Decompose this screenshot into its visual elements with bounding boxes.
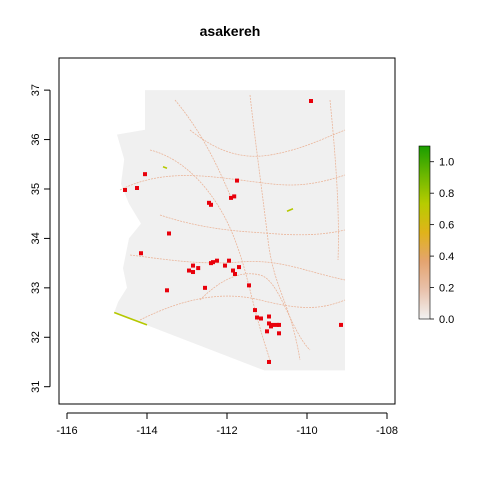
occurrence-point-32 — [271, 322, 275, 327]
road-line-6 — [329, 99, 339, 261]
occurrence-point-26 — [253, 308, 257, 313]
occurrence-point-23 — [237, 265, 241, 270]
occurrence-point-8 — [232, 194, 237, 199]
occurrence-point-9 — [229, 195, 233, 200]
road-line-8 — [189, 129, 346, 157]
color-legend: 0.0 0.2 0.4 0.6 0.8 1.0 — [418, 145, 454, 326]
y-tick-label: 36 — [30, 133, 42, 145]
occurrence-point-24 — [247, 283, 251, 288]
occurrence-point-0 — [309, 99, 313, 104]
road-network — [119, 94, 346, 361]
occurrence-point-27 — [255, 315, 259, 320]
occurrence-point-34 — [277, 322, 281, 327]
legend-colorbar — [418, 145, 431, 320]
occurrence-point-36 — [277, 331, 281, 336]
y-tick-label: 34 — [30, 232, 42, 244]
road-line-9 — [199, 273, 311, 351]
occurrence-points — [123, 99, 343, 364]
occurrence-point-29 — [267, 314, 271, 319]
occurrence-point-25 — [203, 285, 207, 290]
occurrence-point-17 — [211, 260, 215, 265]
occurrence-point-11 — [165, 288, 169, 293]
occurrence-point-4 — [167, 231, 171, 236]
high-value-segment-1 — [286, 208, 294, 212]
y-axis: 31 32 33 34 35 36 37 — [30, 84, 51, 393]
plot-frame — [58, 57, 396, 405]
high-value-segment-0 — [113, 311, 148, 326]
legend-tick-label: 0.6 — [439, 220, 454, 232]
occurrence-point-12 — [191, 263, 195, 268]
occurrence-point-15 — [191, 270, 195, 275]
occurrence-point-38 — [267, 359, 271, 364]
x-tick-label: -114 — [136, 425, 157, 437]
x-tick-label: -112 — [216, 425, 237, 437]
state-shape — [114, 90, 345, 371]
legend-tick-label: 0.2 — [439, 283, 454, 295]
occurrence-point-3 — [143, 172, 147, 177]
occurrence-point-7 — [235, 178, 239, 183]
occurrence-point-30 — [267, 321, 271, 326]
road-line-3 — [174, 99, 231, 196]
occurrence-point-2 — [135, 185, 139, 190]
occurrence-point-22 — [233, 272, 237, 277]
occurrence-point-18 — [215, 258, 219, 263]
occurrence-point-35 — [265, 329, 269, 334]
x-tick-label: -116 — [56, 425, 77, 437]
legend-tick-label: 0.0 — [439, 314, 454, 326]
legend-tick-label: 0.4 — [439, 251, 454, 263]
y-tick-label: 32 — [30, 331, 42, 343]
road-line-0 — [119, 174, 346, 191]
occurrence-point-37 — [339, 322, 343, 327]
occurrence-point-14 — [196, 266, 201, 271]
x-axis: -116 -114 -112 -110 -108 — [56, 412, 398, 437]
y-tick-label: 31 — [30, 381, 42, 393]
occurrence-point-6 — [209, 202, 213, 207]
occurrence-point-19 — [223, 263, 227, 268]
chart-title: asakereh — [200, 23, 261, 39]
occurrence-point-21 — [231, 268, 235, 273]
occurrence-point-10 — [139, 251, 143, 256]
arizona-region — [114, 90, 345, 371]
y-tick-label: 35 — [30, 183, 42, 195]
occurrence-point-1 — [123, 187, 127, 192]
x-tick-label: -110 — [296, 425, 317, 437]
legend-ticks: 0.0 0.2 0.4 0.6 0.8 1.0 — [430, 157, 454, 326]
x-tick-label: -108 — [376, 425, 398, 437]
road-line-2 — [149, 149, 271, 361]
occurrence-point-13 — [187, 268, 191, 273]
high-value-segment-2 — [162, 165, 168, 169]
y-tick-label: 33 — [30, 282, 42, 294]
road-line-5 — [139, 295, 346, 321]
occurrence-point-28 — [259, 316, 263, 321]
y-tick-label: 37 — [30, 84, 42, 96]
road-line-7 — [159, 214, 346, 236]
high-value-segments — [113, 165, 294, 326]
occurrence-point-20 — [227, 258, 231, 263]
legend-tick-label: 0.8 — [439, 188, 454, 200]
legend-tick-label: 1.0 — [439, 157, 454, 169]
road-line-1 — [129, 254, 346, 281]
